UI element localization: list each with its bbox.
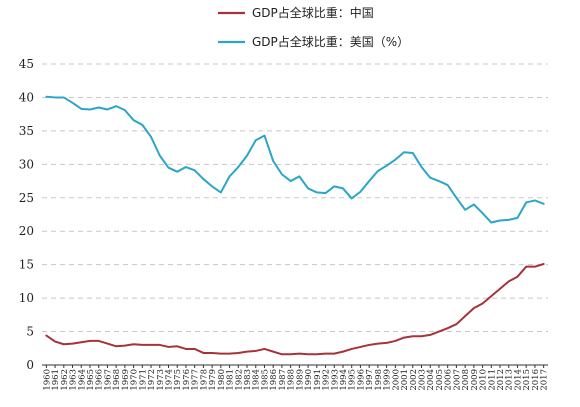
x-tick-label: 2001 xyxy=(400,369,410,391)
x-tick-label: 1998 xyxy=(374,369,384,391)
gridlines xyxy=(42,63,548,333)
x-tick-label: 1970 xyxy=(130,369,140,391)
x-tick-label: 1995 xyxy=(348,369,358,391)
x-tick-label: 1992 xyxy=(322,369,332,391)
x-tick-label: 1981 xyxy=(226,369,236,391)
x-tick-label: 2000 xyxy=(391,369,401,391)
y-tick-label: 5 xyxy=(26,325,34,339)
x-tick-label: 1984 xyxy=(252,369,262,391)
plot-area xyxy=(45,95,545,356)
y-tick-label: 30 xyxy=(19,157,34,171)
x-tick-label: 1960 xyxy=(42,369,52,391)
x-tick-label: 1964 xyxy=(77,369,87,391)
y-tick-label: 35 xyxy=(19,124,34,138)
x-tick-label: 2016 xyxy=(531,369,541,391)
x-tick-label: 1961 xyxy=(51,369,61,391)
x-tick-label: 2003 xyxy=(418,369,428,391)
series-line-china xyxy=(45,263,545,356)
x-tick-label: 1965 xyxy=(86,369,96,391)
x-tick-label: 1980 xyxy=(217,369,227,391)
y-tick-label: 25 xyxy=(19,191,34,205)
x-tick-label: 1997 xyxy=(365,369,375,391)
y-tick-label: 10 xyxy=(19,291,34,305)
y-axis: 0 5 10 15 20 25 30 35 40 45 xyxy=(19,57,34,372)
x-tick-label: 2017 xyxy=(540,369,550,391)
y-tick-label: 0 xyxy=(26,358,34,372)
x-tick-label: 1996 xyxy=(356,369,366,391)
x-tick-label: 2010 xyxy=(479,369,489,391)
x-tick-label: 1968 xyxy=(112,369,122,391)
x-tick-label: 1969 xyxy=(121,369,131,391)
x-tick-label: 1974 xyxy=(165,369,175,391)
x-tick-label: 1999 xyxy=(383,369,393,391)
x-tick-label: 1978 xyxy=(199,369,209,391)
legend-label-us: GDP占全球比重：美国（%） xyxy=(252,34,409,49)
x-tick-label: 1993 xyxy=(330,369,340,391)
x-tick-label: 2015 xyxy=(522,369,532,391)
x-tick-label: 1986 xyxy=(269,369,279,391)
x-tick-label: 1983 xyxy=(243,369,253,391)
x-tick-label: 2007 xyxy=(452,369,462,391)
legend: GDP占全球比重：中国 GDP占全球比重：美国（%） xyxy=(218,5,409,49)
x-tick-label: 2008 xyxy=(461,369,471,391)
y-tick-label: 15 xyxy=(19,258,34,272)
x-tick-label: 1985 xyxy=(260,369,270,391)
x-tick-label: 1971 xyxy=(138,369,148,391)
x-tick-label: 1973 xyxy=(156,369,166,391)
x-tick-label: 2006 xyxy=(444,369,454,391)
y-tick-label: 40 xyxy=(19,90,34,104)
x-tick-label: 1972 xyxy=(147,369,157,391)
x-tick-label: 2013 xyxy=(505,369,515,391)
y-tick-label: 20 xyxy=(19,224,34,238)
x-tick-label: 1994 xyxy=(339,369,349,391)
x-tick-label: 2002 xyxy=(409,369,419,391)
x-tick-label: 1989 xyxy=(295,369,305,391)
x-tick-label: 1963 xyxy=(69,369,79,391)
x-tick-label: 1988 xyxy=(287,369,297,391)
x-tick-label: 1962 xyxy=(60,369,70,391)
x-tick-label: 1966 xyxy=(95,369,105,391)
x-tick-label: 2005 xyxy=(435,369,445,391)
x-tick-label: 1976 xyxy=(182,369,192,391)
x-tick-label: 1977 xyxy=(191,369,201,391)
x-tick-label: 1987 xyxy=(278,369,288,391)
y-tick-label: 45 xyxy=(19,57,34,71)
x-tick-label: 1979 xyxy=(208,369,218,391)
x-tick-label: 2009 xyxy=(470,369,480,391)
x-axis: 1960196119621963196419651966196719681969… xyxy=(42,364,550,391)
x-tick-label: 2014 xyxy=(513,369,523,391)
x-tick-label: 2011 xyxy=(487,369,497,391)
x-tick-label: 1991 xyxy=(313,369,323,391)
x-tick-label: 1975 xyxy=(173,369,183,391)
x-tick-label: 1982 xyxy=(234,369,244,391)
x-tick-label: 2012 xyxy=(496,369,506,391)
legend-label-china: GDP占全球比重：中国 xyxy=(252,5,374,20)
x-tick-label: 1990 xyxy=(304,369,314,391)
x-tick-label: 1967 xyxy=(103,369,113,391)
x-tick-label: 2004 xyxy=(426,369,436,391)
series-line-us xyxy=(45,95,545,224)
